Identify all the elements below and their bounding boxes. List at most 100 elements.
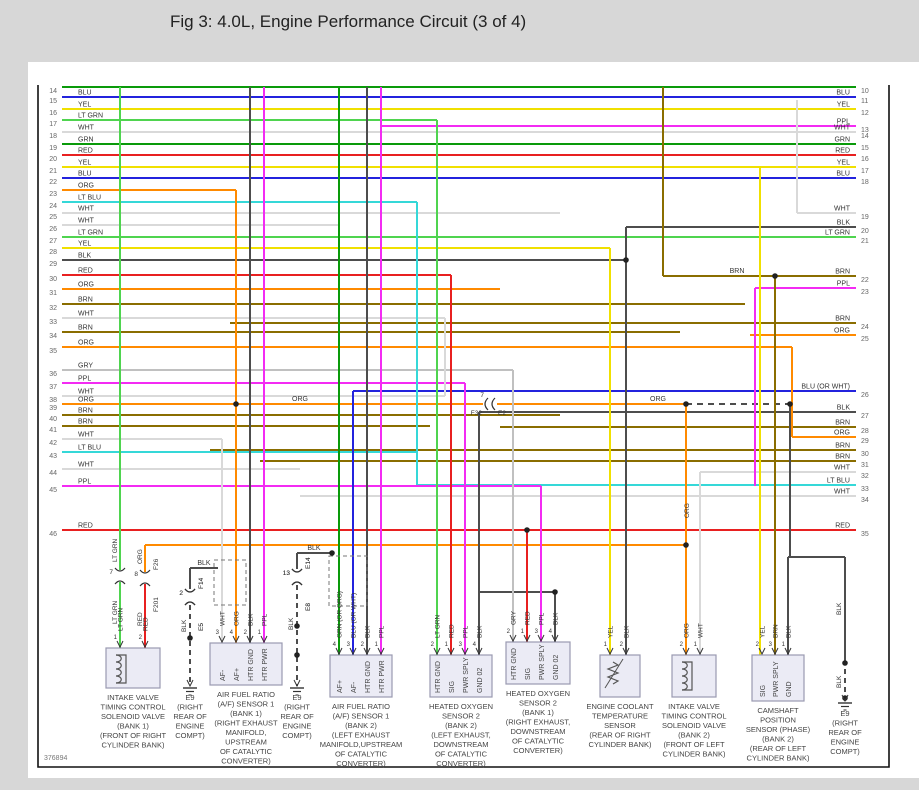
wire-number: 43 (49, 453, 57, 460)
connector-pin: 7 (109, 569, 113, 576)
wire-number: 31 (49, 290, 57, 297)
ground-name: (RIGHT (177, 703, 203, 712)
wire-number: 28 (861, 428, 869, 435)
component-box (751, 654, 805, 702)
rotated-label: RED (525, 611, 532, 625)
rotated-label: BLK (288, 617, 295, 630)
coil-icon (682, 661, 693, 691)
component-name: TIMING CONTROL (101, 703, 166, 712)
rotated-label: AF+ (234, 668, 241, 681)
connector-symbol (291, 568, 303, 573)
component-name: CONVERTER) (221, 757, 271, 766)
rotated-label: SIG (760, 685, 767, 697)
rotated-label: F14 (198, 577, 205, 589)
wire-number: 44 (49, 470, 57, 477)
wire-color-label: GRY (78, 363, 93, 370)
junction-dot (552, 589, 558, 595)
pin-arrow-icon (232, 635, 240, 644)
connector-symbol (139, 582, 151, 587)
component-box (429, 654, 493, 698)
pin-arrow-icon (260, 635, 268, 644)
wire-number: 40 (49, 416, 57, 423)
rotated-label: ORG (684, 503, 691, 518)
component-name: HEATED OXYGEN (429, 702, 493, 711)
wire-color-label: WHT (78, 432, 95, 439)
wire-number: 46 (49, 531, 57, 538)
component-name: (RIGHT EXHAUST (214, 719, 278, 728)
h-wire-L18R14: WHT 18 WHT 14 (49, 125, 869, 141)
component-name: TEMPERATURE (592, 712, 648, 721)
pin-arrow-icon (696, 647, 704, 656)
wire-number: 16 (49, 110, 57, 117)
connector-symbol (184, 601, 196, 606)
component-name: CAMSHAFT (757, 706, 799, 715)
diagram-number: 376894 (44, 755, 68, 762)
wire-color-label: WHT (78, 462, 95, 469)
connector-symbol (114, 567, 126, 572)
rotated-label: ORG (234, 611, 241, 626)
wire-color-label: WHT (834, 465, 851, 472)
connector-symbol (491, 397, 496, 411)
wire-color-label: BRN (78, 325, 93, 332)
wire-color-label: PPL (78, 376, 91, 383)
ground-name: REAR OF (173, 712, 207, 721)
title-bar: Fig 3: 4.0L, Engine Performance Circuit … (0, 0, 919, 62)
component-name: (BANK 2) (445, 721, 477, 730)
wire-number: 20 (49, 156, 57, 163)
rotated-label: HTR GND (248, 649, 255, 681)
pin-arrow-icon (363, 647, 371, 656)
h-wire-L24: LT BLU 24 (49, 195, 417, 210)
pin-number: 1 (782, 642, 786, 648)
component-name: CONVERTER) (336, 759, 386, 768)
rotated-label: E14 (305, 557, 312, 569)
h-wire-L22R18: BLU 22 BLU 18 (49, 171, 869, 187)
wire-color-label: BRN (835, 420, 850, 427)
component-name: CYLINDER BANK) (663, 750, 726, 759)
rotated-label: BLK (248, 613, 255, 626)
h-wire-L39: ORG 39 ORG ORG (49, 396, 686, 412)
component-name: MANIFOLD, (226, 728, 267, 737)
pin-arrow-icon (622, 647, 630, 656)
pin-arrow-icon (537, 634, 545, 643)
component-name: (BANK 2) (345, 721, 377, 730)
wire-number: 26 (49, 226, 57, 233)
wire-color-label: WHT (834, 125, 851, 132)
wire-number: 42 (49, 440, 57, 447)
inline-wire-label: BLK (307, 545, 321, 552)
wire-number: 19 (861, 214, 869, 221)
pin-number: 1 (694, 642, 698, 648)
wire-color-label: RED (835, 148, 850, 155)
component-name: (LEFT EXHAUST (332, 731, 391, 740)
component-name: OF CATALYTIC (512, 737, 565, 746)
component-name: CONVERTER) (513, 746, 563, 755)
rotated-label: BLK (836, 602, 843, 615)
h-wire-R19: WHT 19 (797, 206, 869, 221)
wire-color-label: PPL (78, 479, 91, 486)
wire-color-label: LT GRN (78, 230, 103, 237)
ground-arrow-icon (841, 694, 849, 703)
pin-arrow-icon (218, 635, 226, 644)
rotated-label: BLK (553, 612, 560, 625)
wire-number: 34 (49, 333, 57, 340)
wire-color-label: LT BLU (78, 195, 101, 202)
component-name: (FRONT OF RIGHT (100, 731, 167, 740)
wire-color-label: LT BLU (827, 478, 850, 485)
rotated-label: PPL (539, 612, 546, 625)
wire-color-label: BLU (836, 171, 850, 178)
wire-number: 18 (861, 179, 869, 186)
rotated-label: F201 (153, 597, 160, 612)
wire-color-label: BLK (837, 405, 851, 412)
component-name: DOWNSTREAM (511, 727, 566, 736)
ground-name: REAR OF (280, 712, 314, 721)
wire-color-label: PPL (837, 281, 850, 288)
ground-name: COMPT) (830, 747, 860, 756)
wire-number: 34 (861, 497, 869, 504)
wire-number: 27 (49, 238, 57, 245)
inline-connector-F32-E2: 7 F32 E2 (471, 392, 507, 417)
junction-dot (187, 635, 193, 641)
wire-color-label: ORG (834, 430, 850, 437)
rotated-label: GND 02 (477, 668, 484, 693)
pin-arrow-icon (246, 635, 254, 644)
wire-number: 25 (861, 336, 869, 343)
